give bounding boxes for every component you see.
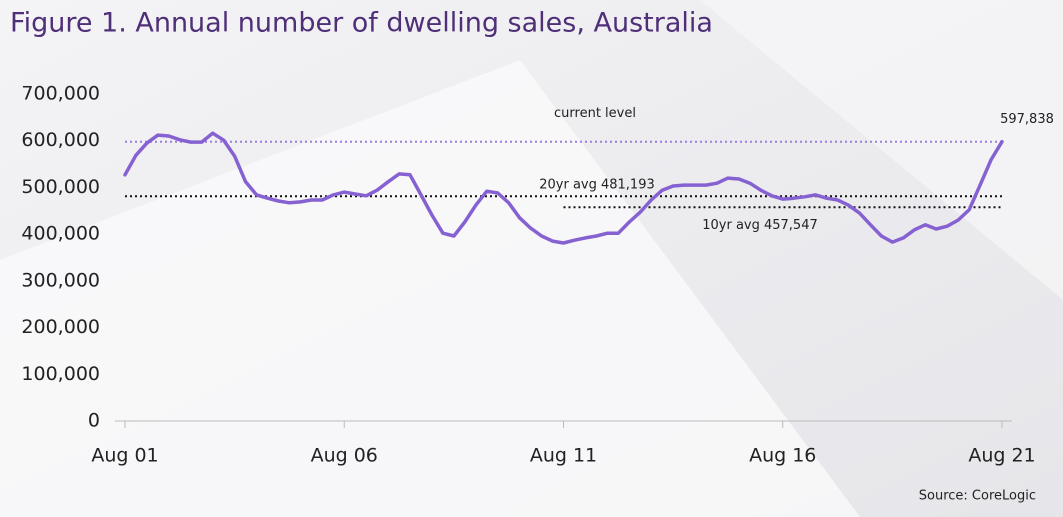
y-tick-label: 300,000 (21, 269, 100, 291)
background-shape (700, 0, 1063, 300)
y-tick-label: 100,000 (21, 363, 100, 385)
x-tick-label: Aug 06 (311, 445, 378, 467)
x-tick-label: Aug 21 (968, 445, 1035, 467)
data-line (123, 131, 1004, 245)
chart-title: Figure 1. Annual number of dwelling sale… (10, 8, 713, 39)
reference-label: 10yr avg 457,547 (702, 218, 818, 233)
x-tick-label: Aug 11 (530, 445, 597, 467)
x-tick-label: Aug 01 (91, 445, 158, 467)
y-tick-label: 200,000 (21, 316, 100, 338)
source: Source: CoreLogic (919, 489, 1036, 504)
x-tick-label: Aug 16 (749, 445, 816, 467)
y-tick-label: 0 (88, 410, 100, 432)
data-label: 597,838 (1000, 112, 1054, 127)
reference-label: 20yr avg 481,193 (539, 178, 655, 193)
y-tick-label: 400,000 (21, 223, 100, 245)
background-shape (0, 60, 860, 517)
y-tick-label: 500,000 (21, 176, 100, 198)
y-tick-label: 600,000 (21, 129, 100, 151)
reference-label: current level (554, 106, 636, 121)
y-tick-label: 700,000 (21, 83, 100, 105)
